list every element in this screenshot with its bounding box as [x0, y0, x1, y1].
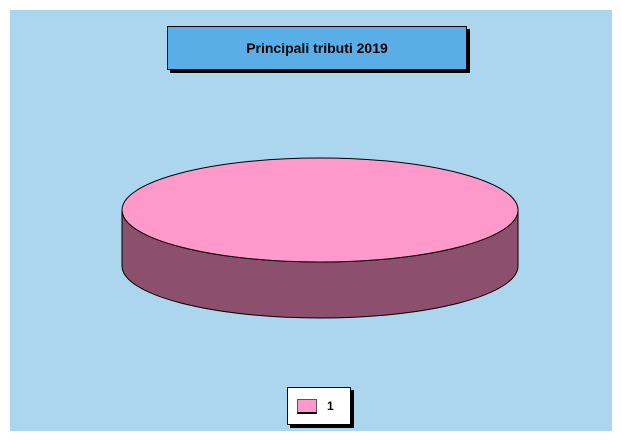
legend: 1	[287, 387, 351, 425]
pie-chart	[121, 157, 519, 319]
pie-slice-1	[121, 157, 519, 263]
chart-title: Principali tributi 2019	[167, 26, 467, 70]
legend-swatch	[297, 398, 317, 414]
legend-label: 1	[327, 399, 334, 413]
chart-area: Principali tributi 2019 1	[10, 10, 612, 431]
